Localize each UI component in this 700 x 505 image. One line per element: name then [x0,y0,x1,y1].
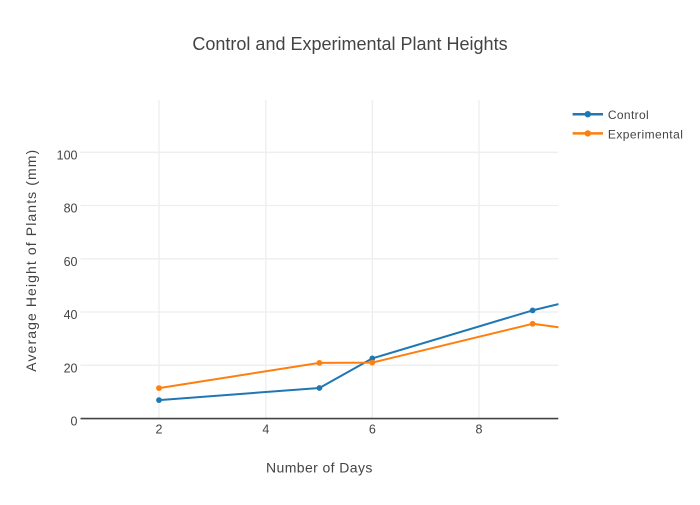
svg-text:4: 4 [262,423,269,437]
svg-text:Experimental: Experimental [608,127,683,141]
svg-text:20: 20 [64,361,78,375]
svg-text:0: 0 [71,415,78,429]
svg-text:40: 40 [64,308,78,322]
svg-text:60: 60 [64,255,78,269]
svg-text:Number of Days: Number of Days [266,460,373,476]
svg-text:Control: Control [608,108,649,122]
svg-text:80: 80 [64,202,78,216]
svg-text:6: 6 [369,423,376,437]
svg-text:2: 2 [156,423,163,437]
svg-text:Control and Experimental Plant: Control and Experimental Plant Heights [192,34,507,54]
svg-text:Average Height of Plants (mm): Average Height of Plants (mm) [23,149,39,372]
svg-text:8: 8 [476,423,483,437]
svg-text:100: 100 [57,148,78,162]
